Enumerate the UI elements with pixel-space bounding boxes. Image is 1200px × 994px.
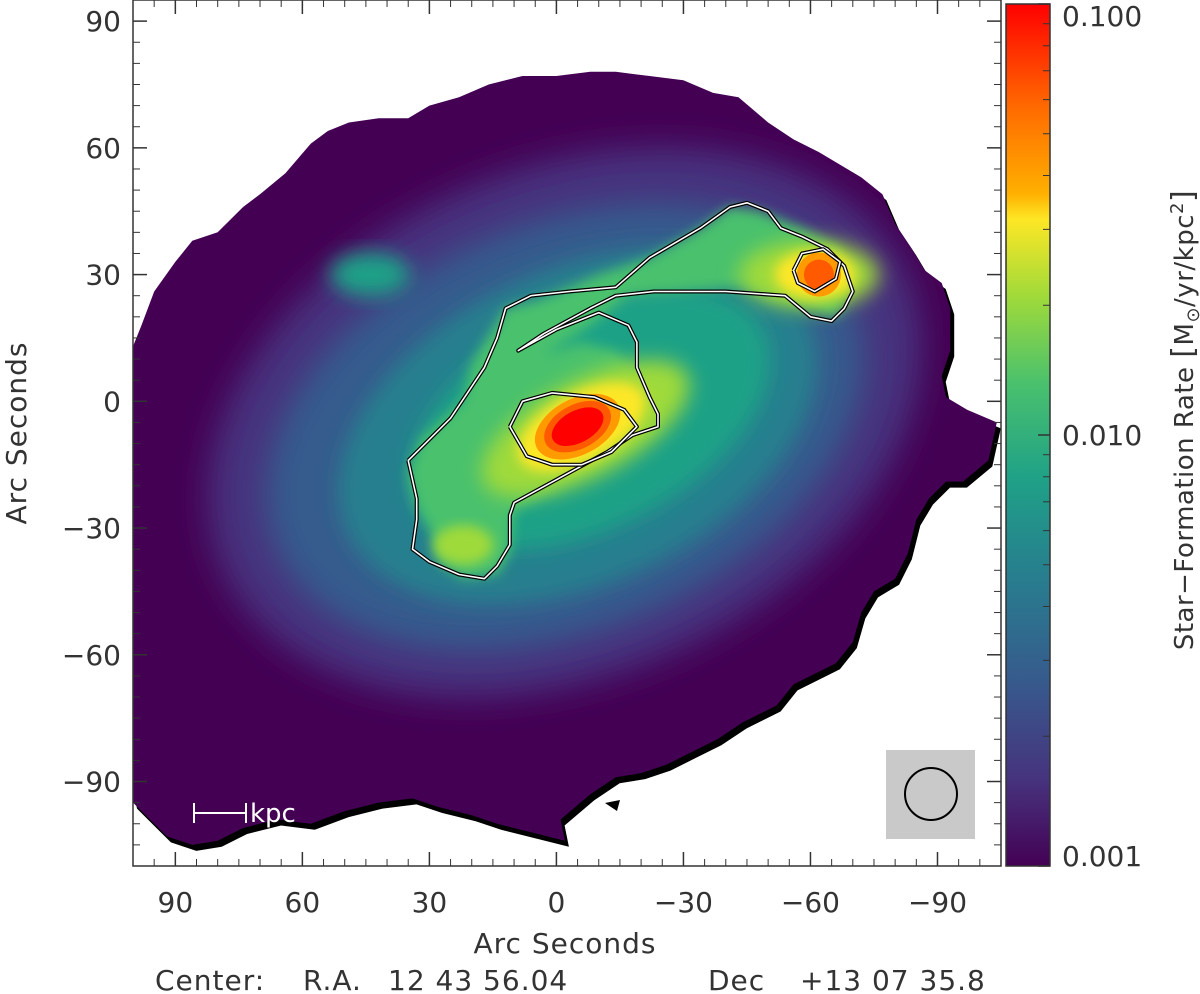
- peak-southeast-knot: [433, 524, 494, 565]
- y-tick-label: −30: [62, 512, 121, 545]
- x-tick-label: 90: [158, 886, 194, 919]
- y-tick-label: 0: [103, 385, 121, 418]
- x-tick-labels: 90 60 30 0 −30 −60 −90: [158, 886, 968, 919]
- beam-indicator: [886, 750, 975, 839]
- axis-ticks: [133, 0, 1002, 867]
- ra-value: 12 43 56.04: [388, 964, 568, 994]
- y-tick-label: 30: [85, 259, 121, 292]
- y-tick-labels: 90 60 30 0 −30 −60 −90: [62, 5, 121, 798]
- map-fragment: [605, 800, 620, 811]
- contour-nw-knot: [792, 248, 841, 293]
- scale-bar: kpc: [193, 799, 296, 829]
- dec-label: Dec: [708, 964, 765, 994]
- colorbar: 0.100 0.010 0.001 Star−Formation Rate [M⊙/…: [1005, 0, 1200, 873]
- y-tick-label: 60: [85, 132, 121, 165]
- x-tick-label: −60: [781, 886, 840, 919]
- sfr-contours: [406, 200, 855, 581]
- scale-bar-label: kpc: [250, 799, 296, 829]
- peak-northwest-knot: [738, 240, 879, 309]
- y-axis-title: Arc Seconds: [0, 342, 33, 525]
- ra-label: R.A.: [303, 964, 362, 994]
- plot-frame: [132, 0, 1002, 867]
- colorbar-title: Star−Formation Rate [M⊙/yr/kpc2]: [1166, 190, 1200, 650]
- x-tick-label: −90: [908, 886, 967, 919]
- y-tick-label: −60: [62, 639, 121, 672]
- colorbar-tick-label: 0.100: [1062, 0, 1142, 33]
- map-wisp: [330, 252, 411, 297]
- y-tick-label: 90: [85, 5, 121, 38]
- y-tick-label: −90: [62, 766, 121, 799]
- x-tick-label: −30: [654, 886, 713, 919]
- coordinate-footer: Center: R.A. 12 43 56.04 Dec +13 07 35.8: [155, 964, 986, 994]
- colorbar-tick-labels: 0.100 0.010 0.001: [1062, 0, 1142, 873]
- colorbar-tick-label: 0.010: [1062, 419, 1142, 452]
- dec-value: +13 07 35.8: [800, 964, 986, 994]
- x-tick-label: 0: [548, 886, 566, 919]
- x-tick-label: 60: [285, 886, 321, 919]
- contour-nucleus: [509, 392, 638, 466]
- x-tick-label: 30: [412, 886, 448, 919]
- x-axis-title: Arc Seconds: [474, 927, 657, 960]
- contour-outer: [407, 202, 854, 580]
- colorbar-tick-label: 0.001: [1062, 840, 1142, 873]
- sfr-map-image: [133, 71, 1001, 851]
- center-label: Center:: [155, 964, 265, 994]
